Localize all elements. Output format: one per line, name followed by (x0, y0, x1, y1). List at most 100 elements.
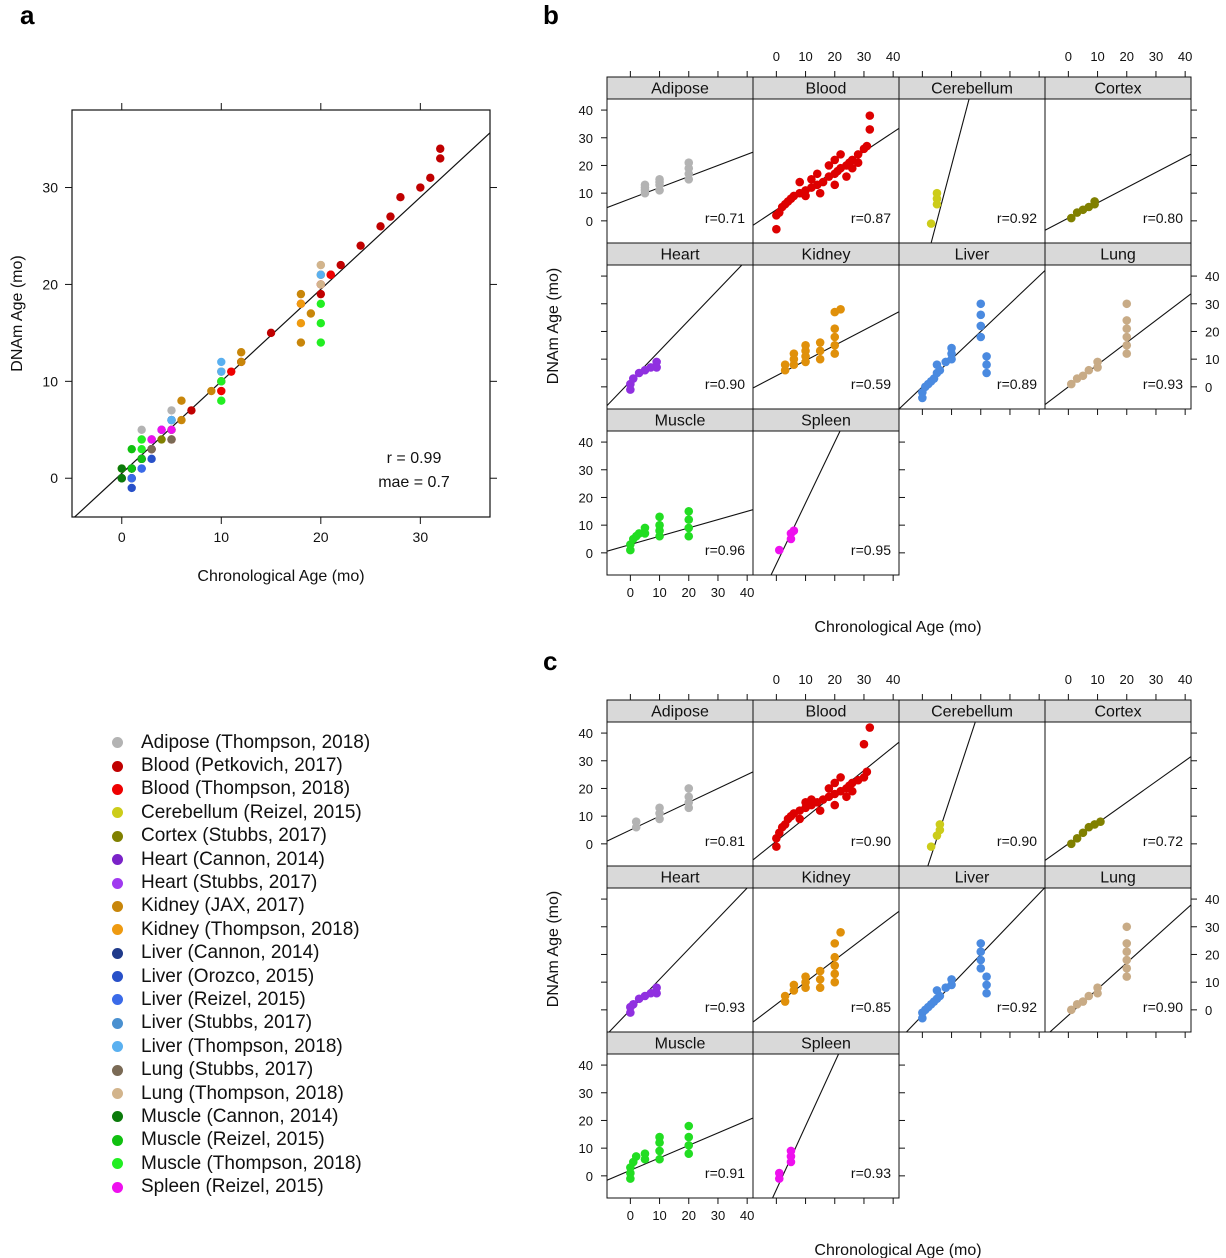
data-point (830, 977, 840, 987)
data-point (684, 515, 694, 524)
legend-item: Blood (Thompson, 2018) (112, 778, 370, 801)
data-point (217, 396, 226, 405)
y-tick-label-right: 0 (1205, 380, 1212, 395)
data-point (976, 947, 986, 956)
correlation-label: r=0.92 (997, 210, 1037, 226)
fit-line (607, 771, 753, 842)
data-point (316, 318, 326, 328)
legend-marker (112, 947, 123, 959)
data-point (684, 523, 694, 533)
correlation-label: r=0.95 (851, 542, 891, 558)
data-point (631, 1152, 641, 1161)
facet-blood: Blood r=0.90 0 10 20 30 40 (752, 672, 900, 867)
facet-liver: Liver r=0.92 (898, 865, 1046, 1038)
data-point (815, 354, 825, 364)
correlation-label: r=0.96 (705, 542, 745, 558)
y-tick-label: 0 (586, 546, 593, 561)
data-point (217, 367, 226, 376)
data-point (137, 444, 146, 454)
data-point (976, 955, 986, 965)
y-tick-label: 20 (42, 276, 58, 292)
legend-label: Liver (Orozco, 2015) (141, 965, 315, 987)
data-point (842, 172, 851, 181)
x-tick-label-top: 10 (798, 672, 812, 687)
data-point (947, 975, 956, 984)
data-point (652, 983, 661, 992)
facet-lung: Lung r=0.90 0 10 20 30 40 (1044, 865, 1219, 1038)
data-point (137, 425, 146, 434)
data-point (217, 377, 226, 386)
facet-title: Cortex (1094, 704, 1141, 721)
legend-item: Muscle (Thompson, 2018) (112, 1152, 370, 1175)
x-tick-label: 0 (627, 1208, 634, 1223)
facet-title: Muscle (655, 413, 706, 430)
x-tick-label-top: 20 (1120, 49, 1134, 64)
correlation-label: r=0.90 (705, 376, 745, 392)
x-tick-label: 10 (652, 585, 666, 600)
facet-title: Heart (660, 870, 700, 887)
data-point (807, 175, 816, 184)
facet-cerebellum: Cerebellum r=0.92 (898, 71, 1046, 244)
data-point (655, 175, 664, 184)
data-point (807, 795, 816, 804)
y-tick-label: 10 (579, 186, 593, 201)
legend-label: Muscle (Cannon, 2014) (141, 1105, 339, 1127)
data-point (836, 150, 845, 159)
facet-spleen: Spleen r=0.93 (752, 1031, 905, 1204)
data-point (815, 806, 825, 815)
data-point (815, 975, 825, 984)
x-tick-label-top: 40 (886, 49, 900, 64)
data-point (117, 464, 126, 473)
facet-spleen: Spleen r=0.95 (752, 408, 905, 581)
facet-title: Heart (660, 247, 700, 264)
data-point (853, 158, 863, 167)
legend-label: Liver (Reizel, 2015) (141, 988, 306, 1010)
facet-title: Cerebellum (931, 81, 1013, 98)
y-axis-title: DNAm Age (mo) (545, 268, 562, 384)
data-point (376, 222, 385, 231)
x-tick-label: 10 (652, 1208, 666, 1223)
x-axis-title: Chronological Age (mo) (814, 1242, 981, 1258)
facet-blood: Blood r=0.87 0 10 20 30 40 (752, 49, 900, 244)
correlation-label: r=0.93 (851, 1165, 891, 1181)
legend-label: Lung (Stubbs, 2017) (141, 1059, 314, 1081)
data-point (815, 188, 825, 198)
correlation-label: r=0.89 (997, 376, 1037, 392)
data-point (1122, 349, 1132, 358)
x-tick-label-top: 40 (1178, 49, 1192, 64)
data-point (1122, 964, 1132, 973)
legend-marker (112, 877, 123, 889)
data-point (1072, 834, 1082, 843)
data-point (147, 435, 156, 444)
data-point (830, 961, 840, 970)
y-tick-label: 10 (579, 1141, 593, 1156)
data-point (935, 991, 945, 1001)
data-point (976, 939, 986, 948)
data-point (976, 299, 986, 309)
data-point (306, 309, 316, 318)
data-point (1084, 365, 1094, 375)
data-point (157, 425, 166, 434)
data-point (815, 338, 825, 347)
data-point (316, 260, 326, 270)
data-point (772, 224, 781, 234)
data-point (780, 991, 790, 1001)
data-point (1066, 1005, 1076, 1015)
data-point (236, 357, 246, 367)
data-point (780, 360, 790, 369)
data-point (416, 183, 425, 192)
facet-muscle: Muscle r=0.91 0 10 20 30 40 0 10 20 30 40 (579, 1031, 754, 1223)
x-tick-label-top: 10 (798, 49, 812, 64)
y-tick-label: 10 (579, 809, 593, 824)
data-point (789, 526, 799, 535)
data-point (859, 739, 869, 749)
data-point (976, 332, 986, 342)
y-tick-label: 10 (42, 373, 58, 389)
data-point (812, 169, 822, 179)
data-point (628, 374, 638, 383)
data-point (631, 817, 641, 826)
legend-item: Spleen (Reizel, 2015) (112, 1175, 370, 1198)
data-point (1122, 316, 1132, 325)
panel-label-c: c (543, 646, 558, 676)
